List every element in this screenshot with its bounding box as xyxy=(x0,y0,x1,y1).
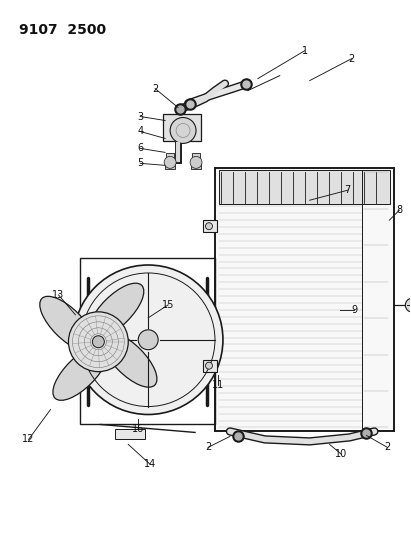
Circle shape xyxy=(69,312,128,372)
Circle shape xyxy=(138,330,158,350)
Bar xyxy=(166,154,174,167)
Text: 15: 15 xyxy=(162,300,174,310)
Bar xyxy=(203,360,217,372)
Bar xyxy=(115,430,145,439)
Bar xyxy=(215,168,395,431)
Bar xyxy=(191,161,201,169)
Text: 3: 3 xyxy=(137,111,143,122)
Text: 6: 6 xyxy=(137,143,143,154)
Ellipse shape xyxy=(102,332,157,387)
Text: 10: 10 xyxy=(335,449,348,459)
Ellipse shape xyxy=(40,296,95,351)
Circle shape xyxy=(190,156,202,168)
Circle shape xyxy=(170,117,196,143)
Text: 14: 14 xyxy=(144,459,156,470)
Text: 16: 16 xyxy=(132,424,144,434)
Text: 5: 5 xyxy=(137,158,143,168)
Circle shape xyxy=(206,362,212,369)
Text: 7: 7 xyxy=(344,185,351,195)
Text: 12: 12 xyxy=(23,434,35,445)
Ellipse shape xyxy=(53,345,108,400)
Text: 2: 2 xyxy=(384,442,390,453)
Circle shape xyxy=(405,298,411,312)
Circle shape xyxy=(206,223,212,230)
Text: 4: 4 xyxy=(137,126,143,136)
Bar xyxy=(192,154,200,167)
Bar xyxy=(163,114,201,141)
Text: 9107  2500: 9107 2500 xyxy=(18,23,106,37)
Circle shape xyxy=(164,156,176,168)
Text: 2: 2 xyxy=(349,54,355,64)
Text: 2: 2 xyxy=(205,442,211,453)
Text: 2: 2 xyxy=(152,84,158,94)
Bar xyxy=(203,220,217,232)
Circle shape xyxy=(74,265,223,415)
Text: 1: 1 xyxy=(302,46,308,56)
Text: 9: 9 xyxy=(351,305,358,315)
Bar xyxy=(81,258,215,424)
Text: 11: 11 xyxy=(212,379,224,390)
Text: 8: 8 xyxy=(396,205,402,215)
Bar xyxy=(219,171,390,204)
Text: 13: 13 xyxy=(52,290,65,300)
Circle shape xyxy=(92,336,104,348)
Ellipse shape xyxy=(89,283,144,338)
Bar xyxy=(165,161,175,169)
